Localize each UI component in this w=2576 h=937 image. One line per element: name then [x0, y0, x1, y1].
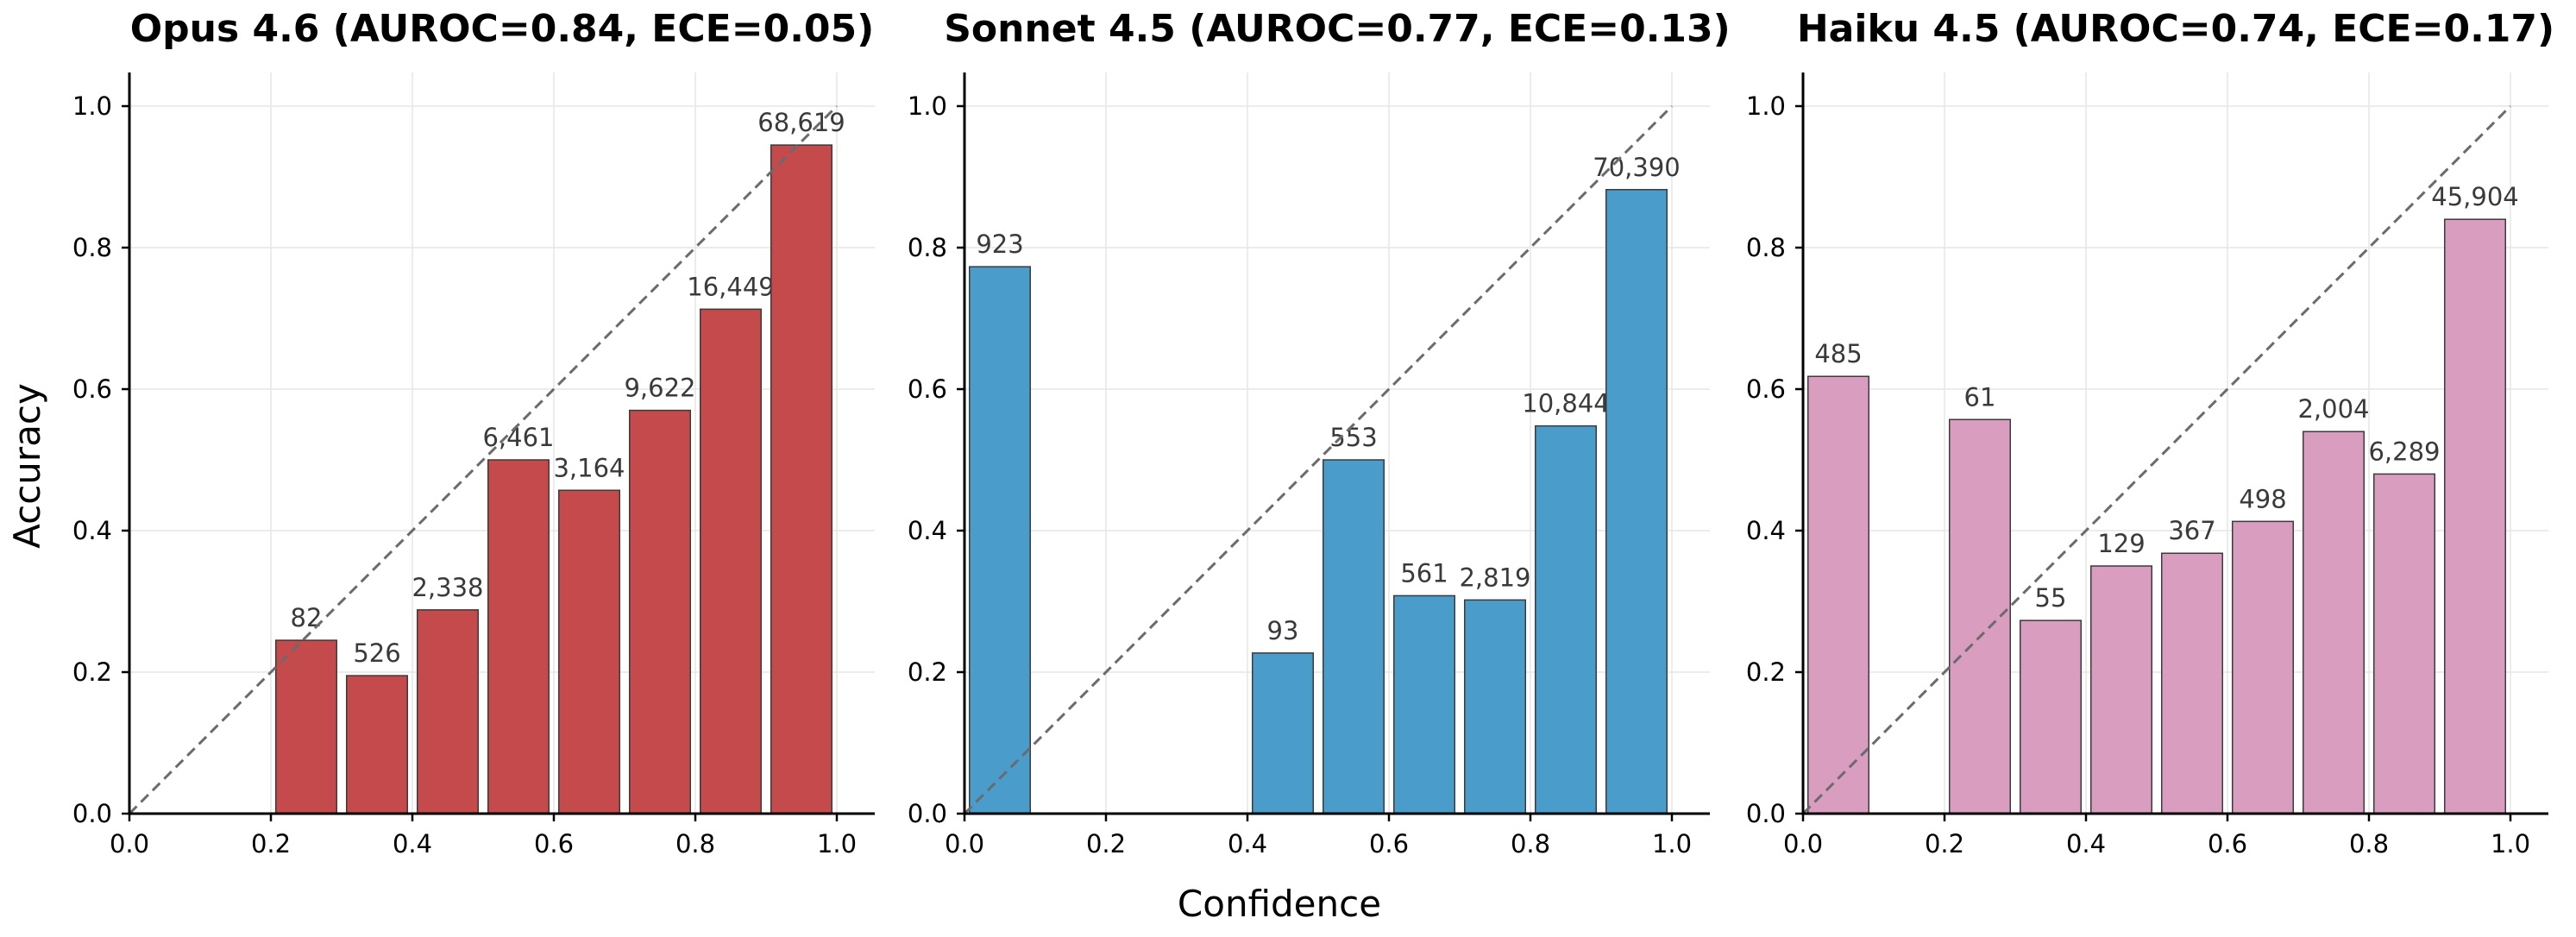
bar-count-label: 9,622 — [624, 374, 695, 403]
x-tick-label: 0.0 — [945, 829, 984, 858]
panel-1: 825262,3386,4613,1649,62216,44968,6190.0… — [72, 7, 875, 858]
bar — [2372, 473, 2436, 814]
y-tick-label: 1.0 — [1746, 91, 1786, 121]
bar — [2302, 431, 2366, 814]
x-tick-label: 0.4 — [1228, 829, 1267, 858]
y-tick-label: 0.8 — [908, 233, 947, 262]
bar — [1251, 652, 1315, 814]
bar — [968, 266, 1032, 814]
x-tick-label: 0.6 — [1369, 829, 1409, 858]
y-tick-label: 0.6 — [72, 374, 112, 404]
bar-count-label: 526 — [353, 638, 400, 668]
bar — [1392, 594, 1456, 814]
y-tick-label: 0.8 — [1746, 233, 1786, 262]
bar-count-label: 6,289 — [2368, 437, 2440, 466]
bar — [2089, 565, 2153, 814]
bar-count-label: 3,164 — [553, 453, 625, 482]
perfect-calibration-line — [128, 104, 839, 815]
bar — [1605, 189, 1668, 814]
y-tick-label: 0.4 — [908, 516, 947, 545]
bar-count-label: 923 — [976, 230, 1023, 259]
x-tick-label: 1.0 — [817, 829, 857, 858]
y-tick-label: 0.0 — [908, 799, 947, 828]
perfect-calibration-line — [1801, 104, 2512, 815]
bar-count-label: 16,449 — [687, 272, 774, 301]
bar — [770, 144, 833, 814]
bar — [2231, 520, 2295, 814]
x-tick-label: 0.8 — [675, 829, 715, 858]
bar-count-label: 367 — [2168, 516, 2215, 545]
bar-count-label: 2,338 — [412, 573, 483, 602]
bar-count-label: 93 — [1267, 616, 1299, 645]
bar-count-label: 82 — [291, 603, 323, 632]
x-tick-label: 0.4 — [2066, 829, 2106, 858]
bar-count-label: 2,819 — [1459, 563, 1530, 592]
x-axis-label: Confidence — [1178, 883, 1381, 925]
y-tick-label: 1.0 — [908, 91, 947, 121]
bar — [2160, 552, 2224, 814]
x-tick-label: 0.2 — [1925, 829, 1964, 858]
bar-count-label: 2,004 — [2297, 394, 2369, 424]
y-tick-label: 0.6 — [1746, 374, 1786, 404]
bar-count-label: 6,461 — [482, 423, 554, 452]
panel-title: Sonnet 4.5 (AUROC=0.77, ECE=0.13) — [944, 7, 1731, 51]
panel-2: 923 93 553 561 2,819 10,844 70,390 0.0 0.2 0.4 0.6… — [908, 7, 1731, 858]
bar-count-label: 55 — [2035, 583, 2067, 613]
perfect-calibration-line — [963, 104, 1674, 815]
bar-count-label: 61 — [1964, 382, 1996, 412]
bar-count-label: 70,390 — [1593, 153, 1680, 182]
bar-count-label: 553 — [1329, 423, 1377, 452]
bar — [1806, 375, 1870, 814]
y-tick-label: 0.2 — [72, 657, 112, 687]
bar — [416, 609, 480, 814]
x-tick-label: 0.6 — [534, 829, 574, 858]
bar — [699, 308, 763, 814]
bar — [1463, 599, 1527, 814]
x-tick-label: 0.8 — [1511, 829, 1550, 858]
bar — [487, 459, 550, 814]
panel-title: Haiku 4.5 (AUROC=0.74, ECE=0.17) — [1797, 7, 2554, 51]
y-tick-label: 0.4 — [72, 516, 112, 545]
x-tick-label: 0.2 — [1086, 829, 1126, 858]
x-tick-label: 0.8 — [2349, 829, 2389, 858]
y-tick-label: 0.4 — [1746, 516, 1786, 545]
bar — [1534, 424, 1598, 814]
bar — [345, 675, 409, 814]
bar-count-label: 129 — [2097, 529, 2145, 558]
bar-count-label: 10,844 — [1522, 389, 1609, 418]
y-tick-label: 0.0 — [1746, 799, 1786, 828]
y-tick-label: 0.6 — [908, 374, 947, 404]
x-tick-label: 0.6 — [2208, 829, 2247, 858]
bar — [2443, 218, 2507, 814]
bar — [274, 639, 338, 814]
x-tick-label: 0.0 — [110, 829, 149, 858]
y-tick-label: 0.0 — [72, 799, 112, 828]
bar — [2019, 619, 2083, 814]
bar — [628, 409, 692, 814]
bar-count-label: 45,904 — [2431, 182, 2518, 211]
y-tick-label: 0.2 — [1746, 657, 1786, 687]
x-tick-label: 0.0 — [1783, 829, 1823, 858]
bar-count-label: 485 — [1814, 339, 1862, 368]
bar — [1322, 459, 1385, 814]
y-tick-label: 0.8 — [72, 233, 112, 262]
panel-title: Opus 4.6 (AUROC=0.84, ECE=0.05) — [130, 7, 875, 51]
bar-count-label: 561 — [1400, 558, 1448, 588]
x-tick-label: 1.0 — [1652, 829, 1692, 858]
y-axis-label: Accuracy — [6, 383, 48, 549]
y-tick-label: 0.2 — [908, 657, 947, 687]
x-tick-label: 0.2 — [251, 829, 291, 858]
panels-group: 825262,3386,4613,1649,62216,44968,6190.0… — [72, 7, 2554, 858]
bar — [557, 489, 621, 814]
x-tick-label: 1.0 — [2491, 829, 2530, 858]
panel-3: 485 61 55 129 367 498 2,004 6,289 45,904 0.0 0.2 0.… — [1746, 7, 2554, 858]
x-tick-label: 0.4 — [393, 829, 432, 858]
y-tick-label: 1.0 — [72, 91, 112, 121]
bar-count-label: 498 — [2239, 484, 2286, 513]
